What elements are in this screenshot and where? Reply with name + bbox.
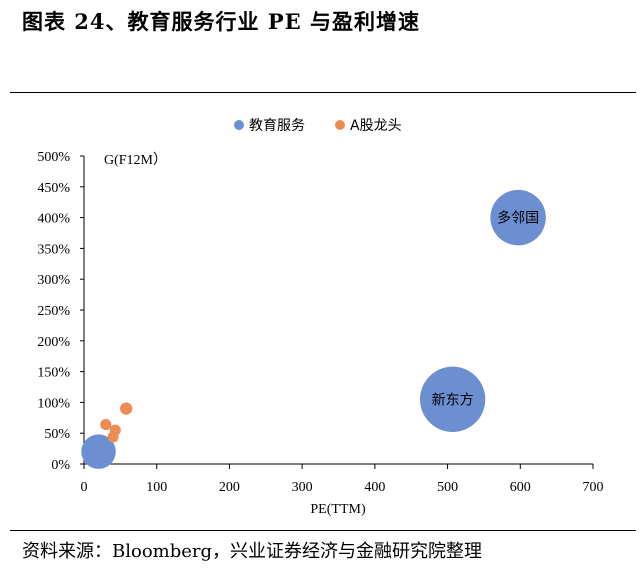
y-tick-label: 350% xyxy=(37,242,70,257)
title-divider xyxy=(10,92,636,93)
legend-marker-a-share xyxy=(335,120,345,130)
legend-marker-education xyxy=(234,120,244,130)
x-tick-label: 600 xyxy=(510,480,531,495)
x-tick-label: 300 xyxy=(292,480,313,495)
y-tick-label: 450% xyxy=(37,181,70,196)
y-tick-label: 400% xyxy=(37,212,70,227)
source-divider xyxy=(10,530,636,531)
y-tick-label: 500% xyxy=(37,150,70,165)
x-tick-label: 0 xyxy=(81,480,88,495)
y-axis-title: G(F12M） xyxy=(104,152,167,168)
bubble-education xyxy=(490,189,546,246)
legend-label-education: 教育服务 xyxy=(249,118,305,134)
bubble-a-share xyxy=(100,419,112,431)
bubble-education xyxy=(84,452,95,463)
x-tick-label: 700 xyxy=(583,480,604,495)
y-tick-label: 300% xyxy=(37,273,70,288)
figure-title: 图表 24、教育服务行业 PE 与盈利增速 xyxy=(22,9,420,34)
y-tick-label: 150% xyxy=(37,366,70,381)
bubble-education xyxy=(420,366,486,432)
x-axis-ticks: 0 100 200 300 400 500 600 700 xyxy=(81,464,604,495)
x-tick-label: 500 xyxy=(437,480,458,495)
source-note: 资料来源：Bloomberg，兴业证券经济与金融研究院整理 xyxy=(22,541,483,562)
y-tick-label: 200% xyxy=(37,335,70,350)
x-tick-label: 200 xyxy=(219,480,240,495)
bubble-a-share xyxy=(107,431,119,443)
legend: 教育服务 A股龙头 xyxy=(234,118,402,134)
x-tick-label: 400 xyxy=(364,480,385,495)
y-tick-label: 250% xyxy=(37,304,70,319)
bubble-label: 多邻国 xyxy=(497,210,539,227)
y-tick-label: 50% xyxy=(44,427,70,442)
bubble-a-share xyxy=(120,402,133,415)
y-tick-label: 100% xyxy=(37,396,70,411)
y-axis-ticks: 0% 50% 100% 150% 200% 250% 300% 350% 400% 450% 500… xyxy=(37,150,84,473)
bubbles xyxy=(81,189,546,469)
bubble-label: 新东方 xyxy=(432,392,474,408)
bubble-education xyxy=(96,452,109,466)
y-tick-label: 0% xyxy=(51,458,70,473)
x-tick-label: 100 xyxy=(146,480,167,495)
x-axis-title: PE(TTM) xyxy=(310,502,366,517)
legend-label-a-share: A股龙头 xyxy=(350,118,402,134)
